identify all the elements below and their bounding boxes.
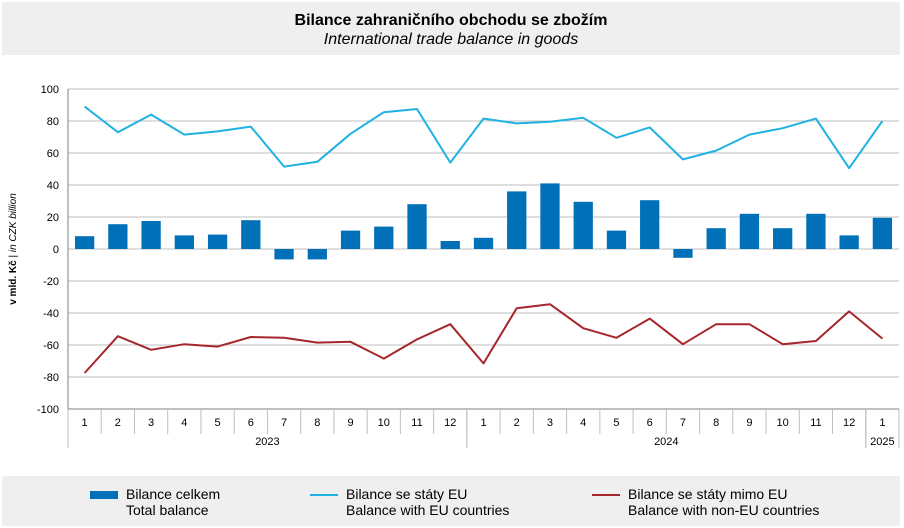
legend-label-total-cs: Bilance celkem: [126, 486, 221, 502]
bar-total-balance: [640, 200, 660, 249]
chart-title-box: Bilance zahraničního obchodu se zbožím I…: [2, 2, 900, 55]
bar-total-balance: [307, 249, 327, 260]
x-tick-label-year: 2024: [654, 436, 678, 448]
y-tick-label: 0: [53, 244, 59, 256]
x-tick-label-month: 3: [148, 417, 154, 429]
bar-total-balance: [573, 201, 593, 249]
bar-total-balance: [540, 183, 560, 249]
bar-total-balance: [706, 228, 726, 249]
bar-total-balance: [241, 220, 261, 249]
bar-total-balance: [274, 249, 294, 260]
x-tick-label-month: 1: [82, 417, 88, 429]
x-tick-label-month: 1: [879, 417, 885, 429]
x-tick-label-month: 3: [547, 417, 553, 429]
x-tick-label-month: 4: [181, 417, 187, 429]
y-tick-label: 20: [47, 212, 59, 224]
legend-label-non-eu-cs: Bilance se státy mimo EU: [628, 486, 788, 502]
x-tick-label-month: 8: [713, 417, 719, 429]
bar-total-balance: [673, 249, 693, 258]
y-tick-label: -80: [43, 372, 59, 384]
legend-label-eu-en: Balance with EU countries: [346, 502, 510, 518]
bar-total-balance: [739, 213, 760, 249]
x-tick-label-month: 10: [777, 417, 789, 429]
chart-legend: Bilance celkem Total balance Bilance se …: [2, 476, 900, 526]
bar-total-balance: [141, 221, 161, 249]
bar-total-balance: [440, 241, 460, 249]
x-tick-label-month: 10: [378, 417, 390, 429]
x-tick-label-month: 12: [843, 417, 855, 429]
x-tick-label-month: 5: [215, 417, 221, 429]
x-tick-label-month: 12: [444, 417, 456, 429]
bar-total-balance: [207, 234, 228, 249]
bar-total-balance: [872, 217, 893, 249]
y-tick-label: -60: [43, 340, 59, 352]
x-tick-label-month: 7: [281, 417, 287, 429]
bar-total-balance: [174, 235, 194, 249]
x-tick-label-month: 6: [248, 417, 254, 429]
y-axis-label-separator: |: [8, 252, 19, 257]
y-tick-label: -40: [43, 308, 59, 320]
x-tick-label-month: 8: [314, 417, 320, 429]
line-non-eu-balance: [83, 303, 884, 374]
legend-swatch-eu: [310, 494, 338, 496]
x-tick-label-month: 2: [115, 417, 121, 429]
x-tick-label-year: 2023: [255, 436, 279, 448]
bar-total-balance: [606, 230, 627, 249]
bar-total-balance: [473, 237, 494, 249]
y-tick-label: 80: [47, 116, 59, 128]
bar-total-balance: [74, 236, 95, 249]
bar-total-balance: [773, 228, 793, 249]
x-tick-label-month: 11: [810, 417, 821, 429]
bar-total-balance: [374, 226, 394, 249]
y-tick-label: -100: [37, 404, 59, 416]
x-tick-label-month: 9: [746, 417, 752, 429]
y-axis-label-czech: v mld. Kč: [8, 258, 19, 305]
y-tick-label: 60: [47, 148, 59, 160]
chart-title-czech: Bilance zahraničního obchodu se zbožím: [294, 12, 608, 29]
y-tick-label: -20: [43, 276, 59, 288]
bar-total-balance: [806, 213, 826, 249]
bar-total-balance: [839, 235, 859, 249]
x-tick-label-month: 6: [647, 417, 653, 429]
bar-total-balance: [108, 224, 128, 249]
x-tick-label-month: 4: [580, 417, 586, 429]
x-tick-label-month: 1: [480, 417, 486, 429]
x-tick-label-month: 5: [613, 417, 619, 429]
legend-label-non-eu-en: Balance with non-EU countries: [628, 502, 820, 518]
y-axis-label: v mld. Kč | in CZK billion: [8, 193, 19, 305]
bar-total-balance: [340, 230, 361, 249]
x-tick-label-year: 2025: [870, 436, 894, 448]
chart-title-english: International trade balance in goods: [323, 31, 579, 48]
y-tick-label: 100: [41, 84, 59, 96]
bar-total-balance: [407, 204, 427, 249]
x-tick-label-month: 7: [680, 417, 686, 429]
legend-label-eu-cs: Bilance se státy EU: [346, 486, 468, 502]
x-tick-label-month: 9: [347, 417, 353, 429]
y-tick-label: 40: [47, 180, 59, 192]
trade-balance-chart: 100 80 60 40 20 0 -20 -40 -60 -80 -100 v mld. Kč | …: [8, 84, 900, 448]
line-eu-balance: [83, 105, 884, 170]
x-tick-label-month: 2: [514, 417, 520, 429]
legend-label-total-en: Total balance: [126, 502, 209, 518]
x-tick-label-month: 11: [411, 417, 422, 429]
legend-swatch-non-eu: [592, 494, 620, 496]
legend-swatch-total: [90, 491, 118, 499]
y-axis-label-english: in CZK billion: [8, 193, 19, 252]
bar-total-balance: [507, 191, 527, 249]
